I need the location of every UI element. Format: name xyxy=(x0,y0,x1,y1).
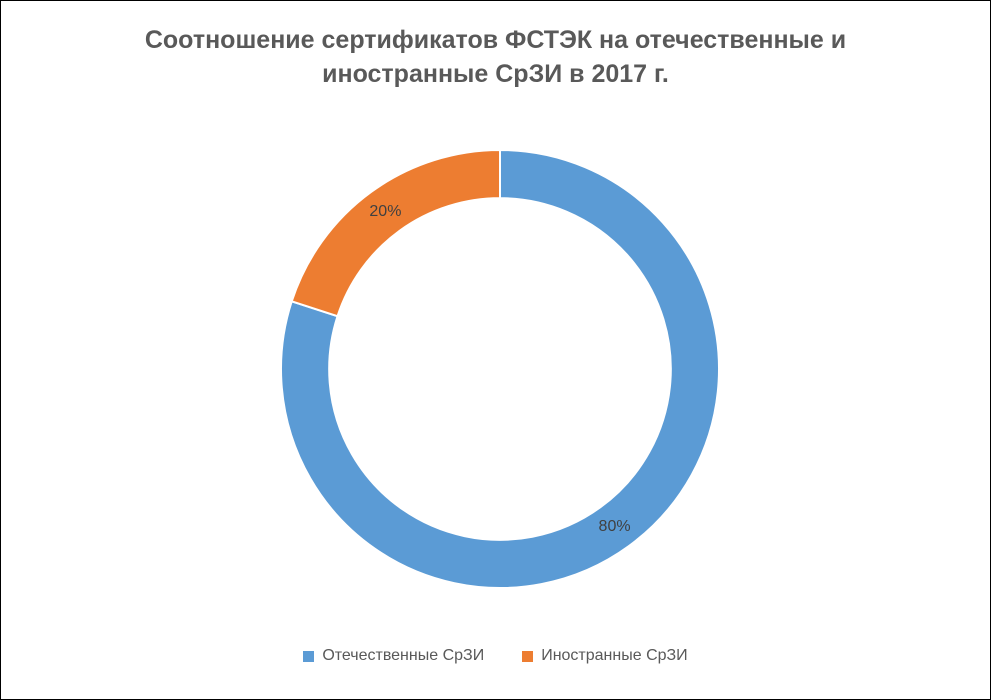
legend-label-foreign: Иностранные СрЗИ xyxy=(541,647,688,664)
legend-item-domestic: Отечественные СрЗИ xyxy=(303,647,484,665)
legend-item-foreign: Иностранные СрЗИ xyxy=(522,647,688,665)
data-label-0: 80% xyxy=(599,518,631,535)
legend: Отечественные СрЗИ Иностранные СрЗИ xyxy=(1,647,990,665)
data-label-1: 20% xyxy=(369,203,401,220)
donut-slice-1 xyxy=(290,148,501,318)
legend-label-domestic: Отечественные СрЗИ xyxy=(322,647,485,664)
legend-marker-foreign xyxy=(522,650,534,662)
donut-slice-0 xyxy=(280,148,720,589)
legend-marker-domestic xyxy=(303,650,315,662)
donut-chart: 80% 20% xyxy=(280,148,720,589)
chart-title: Соотношение сертификатов ФСТЭК на отечес… xyxy=(1,23,990,91)
chart-title-line2: иностранные СрЗИ в 2017 г. xyxy=(322,60,669,88)
chart-title-line1: Соотношение сертификатов ФСТЭК на отечес… xyxy=(144,26,847,54)
